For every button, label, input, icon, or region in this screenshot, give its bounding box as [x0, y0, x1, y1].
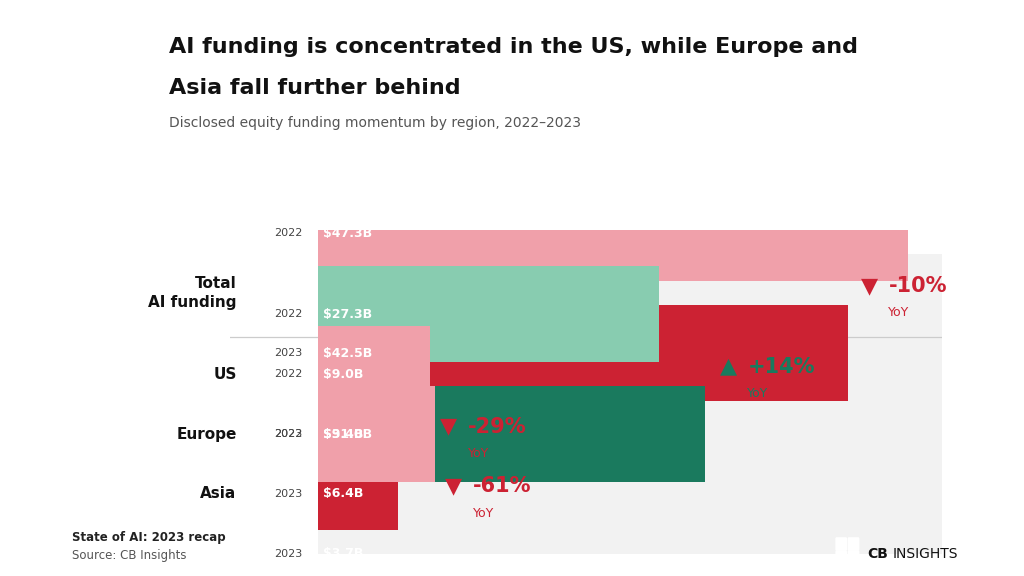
FancyBboxPatch shape [74, 93, 110, 134]
Text: 2022: 2022 [274, 309, 303, 319]
Text: Asia: Asia [201, 487, 237, 502]
Text: $6.4B: $6.4B [323, 487, 364, 501]
Text: $42.5B: $42.5B [323, 347, 372, 359]
Bar [317, 266, 658, 362]
Text: YoY: YoY [468, 447, 488, 460]
FancyBboxPatch shape [836, 550, 847, 564]
Text: AI funding is concentrated in the US, while Europe and: AI funding is concentrated in the US, wh… [169, 37, 858, 58]
FancyBboxPatch shape [111, 54, 146, 94]
Text: ▼: ▼ [445, 476, 462, 497]
Text: 2023: 2023 [274, 348, 303, 358]
Text: $9.0B: $9.0B [323, 367, 364, 381]
Bar [317, 386, 705, 482]
Text: -29%: -29% [468, 416, 526, 437]
Bar [317, 305, 849, 401]
Bar [317, 255, 942, 494]
FancyBboxPatch shape [74, 54, 110, 94]
Text: ▼: ▼ [440, 416, 458, 437]
Text: $31.0B: $31.0B [323, 427, 372, 441]
Text: $27.3B: $27.3B [323, 308, 372, 321]
Text: US: US [213, 367, 237, 382]
Text: INSIGHTS: INSIGHTS [893, 547, 958, 561]
Text: ▲: ▲ [720, 357, 737, 377]
Text: YoY: YoY [748, 387, 769, 400]
Bar [317, 446, 397, 542]
Text: -10%: -10% [889, 276, 947, 296]
Text: Europe: Europe [176, 427, 237, 442]
Text: Asia fall further behind: Asia fall further behind [169, 78, 461, 98]
Text: Total
AI funding: Total AI funding [148, 276, 237, 310]
Bar [317, 185, 908, 281]
Text: $9.4B: $9.4B [323, 427, 364, 441]
Text: 2023: 2023 [274, 429, 303, 439]
Bar [317, 326, 430, 422]
FancyBboxPatch shape [836, 537, 847, 551]
Text: YoY: YoY [889, 306, 909, 319]
Text: -61%: -61% [473, 476, 531, 497]
Text: 2022: 2022 [274, 429, 303, 439]
Text: CB: CB [867, 547, 888, 561]
FancyBboxPatch shape [848, 550, 859, 564]
Text: 2022: 2022 [274, 229, 303, 238]
Text: Source: CB Insights: Source: CB Insights [72, 548, 186, 562]
Bar [317, 506, 364, 576]
Text: Disclosed equity funding momentum by region, 2022–2023: Disclosed equity funding momentum by reg… [169, 116, 581, 130]
Bar [317, 386, 435, 482]
Text: YoY: YoY [473, 507, 494, 520]
Text: $3.7B: $3.7B [323, 547, 364, 560]
Text: +14%: +14% [748, 357, 815, 377]
Text: 2023: 2023 [274, 489, 303, 499]
FancyBboxPatch shape [111, 93, 146, 134]
FancyBboxPatch shape [848, 537, 859, 551]
Text: 2023: 2023 [274, 549, 303, 559]
Text: 2022: 2022 [274, 369, 303, 379]
Text: $47.3B: $47.3B [323, 227, 372, 240]
Text: ▼: ▼ [861, 276, 878, 296]
Bar [317, 314, 942, 554]
Text: State of AI: 2023 recap: State of AI: 2023 recap [72, 531, 225, 544]
